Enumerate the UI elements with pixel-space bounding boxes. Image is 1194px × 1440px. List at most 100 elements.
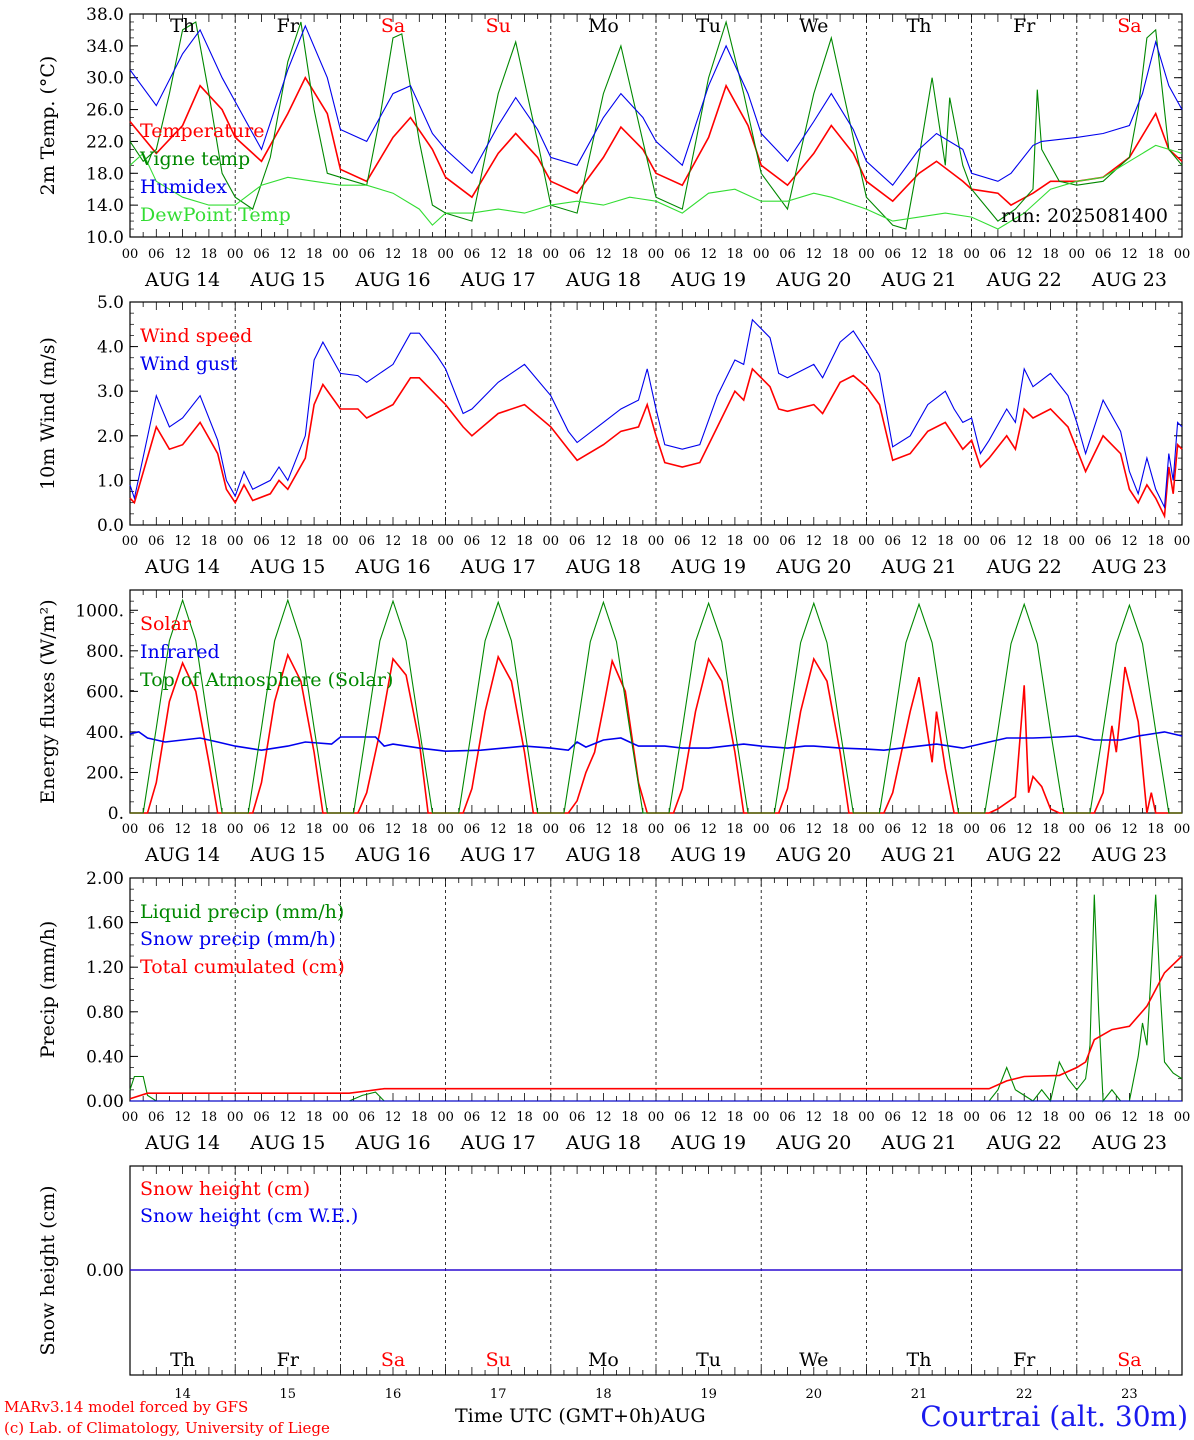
series-line-infrared [129,731,1183,753]
hour-tick-label: 00 [963,534,980,549]
hour-tick-label: 06 [1095,534,1112,549]
legend-entry: Vigne temp [139,148,250,170]
hour-tick-label: 18 [411,247,428,262]
legend-entry: Snow height (cm) [140,1178,310,1200]
legend-entry: Liquid precip (mm/h) [140,901,344,923]
day-abbr-top: Sa [381,15,405,37]
hour-tick-label: 00 [332,822,349,837]
hour-tick-label: 12 [911,822,928,837]
hour-tick-label: 18 [306,1110,323,1125]
legend-entry: Top of Atmosphere (Solar) [140,669,393,691]
hour-tick-label: 18 [1042,534,1059,549]
series-line-wind-speed [129,367,1183,520]
hour-tick-label: 00 [332,247,349,262]
date-label: AUG 15 [249,269,325,291]
series-line-wind-gust [129,318,1183,510]
hour-tick-label: 00 [648,534,665,549]
y-tick-label: 30.0 [86,69,124,89]
hour-tick-label: 06 [253,1110,270,1125]
lab-credit: (c) Lab. of Climatology, University of L… [4,1419,330,1437]
hour-tick-label: 06 [1095,1110,1112,1125]
hour-tick-label: 12 [700,247,717,262]
hour-tick-label: 00 [437,1110,454,1125]
day-abbr-top: Su [486,15,511,37]
hour-tick-label: 00 [1174,534,1191,549]
hour-tick-label: 12 [911,534,928,549]
day-abbr-bottom: We [799,1349,828,1371]
hour-tick-label: 06 [569,1110,586,1125]
hour-tick-label: 00 [963,247,980,262]
date-label: AUG 16 [354,1132,430,1154]
hour-tick-label: 12 [174,534,191,549]
hour-tick-label: 18 [306,822,323,837]
hour-tick-label: 06 [674,822,691,837]
hour-tick-label: 18 [621,247,638,262]
hour-tick-label: 06 [1095,247,1112,262]
y-tick-label: 22.0 [86,132,124,152]
date-label: AUG 14 [144,1132,220,1154]
hour-tick-label: 00 [858,247,875,262]
hour-tick-label: 18 [411,822,428,837]
day-abbr-bottom: Tu [696,1349,721,1371]
date-label: AUG 14 [144,269,220,291]
day-number: 21 [911,1387,928,1402]
y-tick-label: 1.0 [97,471,124,491]
date-label: AUG 14 [144,844,220,866]
hour-tick-label: 06 [464,534,481,549]
hour-tick-label: 12 [280,1110,297,1125]
day-abbr-top: Sa [1117,15,1141,37]
y-tick-label: 2.00 [86,869,124,889]
hour-tick-label: 00 [332,1110,349,1125]
hour-tick-label: 00 [1174,1110,1191,1125]
hour-tick-label: 00 [543,822,560,837]
date-label: AUG 20 [775,1132,851,1154]
date-label: AUG 23 [1091,844,1167,866]
hour-tick-label: 00 [543,247,560,262]
y-tick-label: 1000. [75,601,124,621]
day-number: 22 [1016,1387,1033,1402]
y-tick-label: 1.20 [86,958,124,978]
hour-tick-label: 18 [727,822,744,837]
hour-tick-label: 18 [1147,534,1164,549]
hour-tick-label: 12 [1016,247,1033,262]
hour-tick-label: 06 [358,247,375,262]
y-axis-label: Snow height (cm) [37,1185,59,1355]
date-label: AUG 17 [460,844,536,866]
legend-entry: Infrared [140,641,220,663]
hour-tick-label: 12 [385,534,402,549]
date-label: AUG 21 [880,844,956,866]
hour-tick-label: 00 [227,534,244,549]
hour-tick-label: 18 [201,1110,218,1125]
day-abbr-bottom: Sa [381,1349,405,1371]
y-axis-label: 2m Temp. (°C) [37,56,59,196]
y-tick-label: 0.40 [86,1047,124,1067]
hour-tick-label: 00 [1174,822,1191,837]
hour-tick-label: 00 [963,822,980,837]
hour-tick-label: 18 [1042,822,1059,837]
hour-tick-label: 00 [753,822,770,837]
hour-tick-label: 18 [937,822,954,837]
day-number: 20 [806,1387,823,1402]
day-number: 17 [490,1387,507,1402]
hour-tick-label: 00 [753,1110,770,1125]
hour-tick-label: 18 [832,822,849,837]
y-tick-label: 10.0 [86,228,124,248]
hour-tick-label: 12 [1016,822,1033,837]
day-abbr-top: Tu [696,15,721,37]
hour-tick-label: 18 [516,247,533,262]
hour-tick-label: 06 [253,247,270,262]
date-label: AUG 16 [354,844,430,866]
day-abbr-top: Th [170,15,195,37]
hour-tick-label: 00 [1069,1110,1086,1125]
run-label: run: 2025081400 [1001,205,1168,227]
day-abbr-top: Fr [277,15,300,37]
day-number: 16 [385,1387,402,1402]
day-number: 18 [595,1387,612,1402]
date-label: AUG 15 [249,1132,325,1154]
hour-tick-label: 06 [779,1110,796,1125]
hour-tick-label: 00 [543,534,560,549]
series-line-dewpoint-temp [129,144,1183,230]
hour-tick-label: 18 [411,1110,428,1125]
hour-tick-label: 18 [1042,247,1059,262]
hour-tick-label: 06 [884,247,901,262]
